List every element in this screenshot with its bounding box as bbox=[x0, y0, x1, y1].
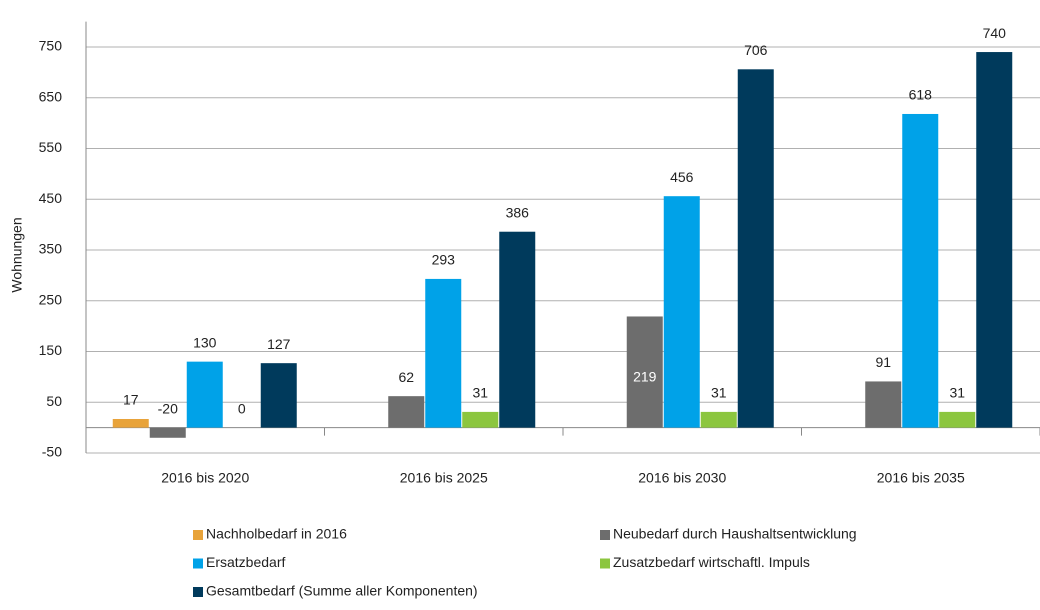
y-tick-label: 250 bbox=[39, 291, 63, 307]
data-label: 618 bbox=[909, 87, 933, 103]
y-tick-label: -50 bbox=[42, 444, 62, 460]
bar bbox=[388, 396, 425, 428]
data-label: 219 bbox=[633, 368, 657, 384]
data-label: 62 bbox=[398, 369, 414, 385]
bar bbox=[186, 361, 223, 428]
legend-label: Ersatzbedarf bbox=[206, 554, 285, 570]
data-label: 31 bbox=[949, 385, 965, 401]
data-label: 31 bbox=[711, 385, 727, 401]
bar bbox=[737, 69, 774, 428]
legend-swatch bbox=[193, 558, 203, 569]
x-tick-label: 2016 bis 2020 bbox=[161, 470, 249, 486]
bar bbox=[939, 411, 976, 428]
data-label: 130 bbox=[193, 334, 217, 350]
y-axis-label: Wohnungen bbox=[9, 217, 25, 292]
bar bbox=[626, 316, 663, 428]
bar bbox=[700, 411, 737, 428]
legend-swatch bbox=[193, 587, 203, 597]
legend-label: Nachholbedarf in 2016 bbox=[206, 526, 347, 542]
legend-label: Neubedarf durch Haushaltsentwicklung bbox=[613, 526, 857, 542]
y-tick-label: 150 bbox=[39, 342, 63, 358]
bar bbox=[865, 381, 902, 428]
data-label: 127 bbox=[267, 336, 291, 352]
legend-swatch bbox=[193, 530, 203, 540]
bar bbox=[260, 363, 297, 428]
y-tick-label: 750 bbox=[39, 38, 63, 54]
data-label: 31 bbox=[472, 385, 488, 401]
bar bbox=[112, 418, 149, 428]
bar bbox=[499, 231, 536, 428]
x-tick-label: 2016 bis 2035 bbox=[877, 470, 965, 486]
data-label: 740 bbox=[983, 25, 1007, 41]
y-tick-label: 550 bbox=[39, 139, 63, 155]
data-label: -20 bbox=[158, 400, 178, 416]
bar bbox=[976, 52, 1013, 428]
y-tick-label: 50 bbox=[46, 393, 62, 409]
data-label: 706 bbox=[744, 42, 768, 58]
data-label: 386 bbox=[506, 204, 530, 220]
bar bbox=[149, 427, 186, 438]
bar bbox=[462, 411, 499, 428]
legend-label: Gesamtbedarf (Summe aller Komponenten) bbox=[206, 583, 478, 599]
x-tick-label: 2016 bis 2025 bbox=[400, 470, 488, 486]
bar bbox=[663, 196, 700, 428]
legend-swatch bbox=[600, 530, 610, 540]
legend-label: Zusatzbedarf wirtschaftl. Impuls bbox=[613, 554, 810, 570]
bar bbox=[425, 278, 462, 428]
x-tick-label: 2016 bis 2030 bbox=[638, 470, 726, 486]
bar bbox=[902, 113, 939, 428]
data-label: 91 bbox=[875, 354, 891, 370]
data-label: 17 bbox=[123, 392, 139, 408]
data-label: 456 bbox=[670, 169, 694, 185]
y-tick-label: 450 bbox=[39, 190, 63, 206]
y-tick-label: 350 bbox=[39, 241, 63, 257]
legend-swatch bbox=[600, 558, 610, 569]
data-label: 0 bbox=[238, 400, 246, 416]
y-tick-label: 650 bbox=[39, 88, 63, 104]
data-label: 293 bbox=[432, 252, 456, 268]
